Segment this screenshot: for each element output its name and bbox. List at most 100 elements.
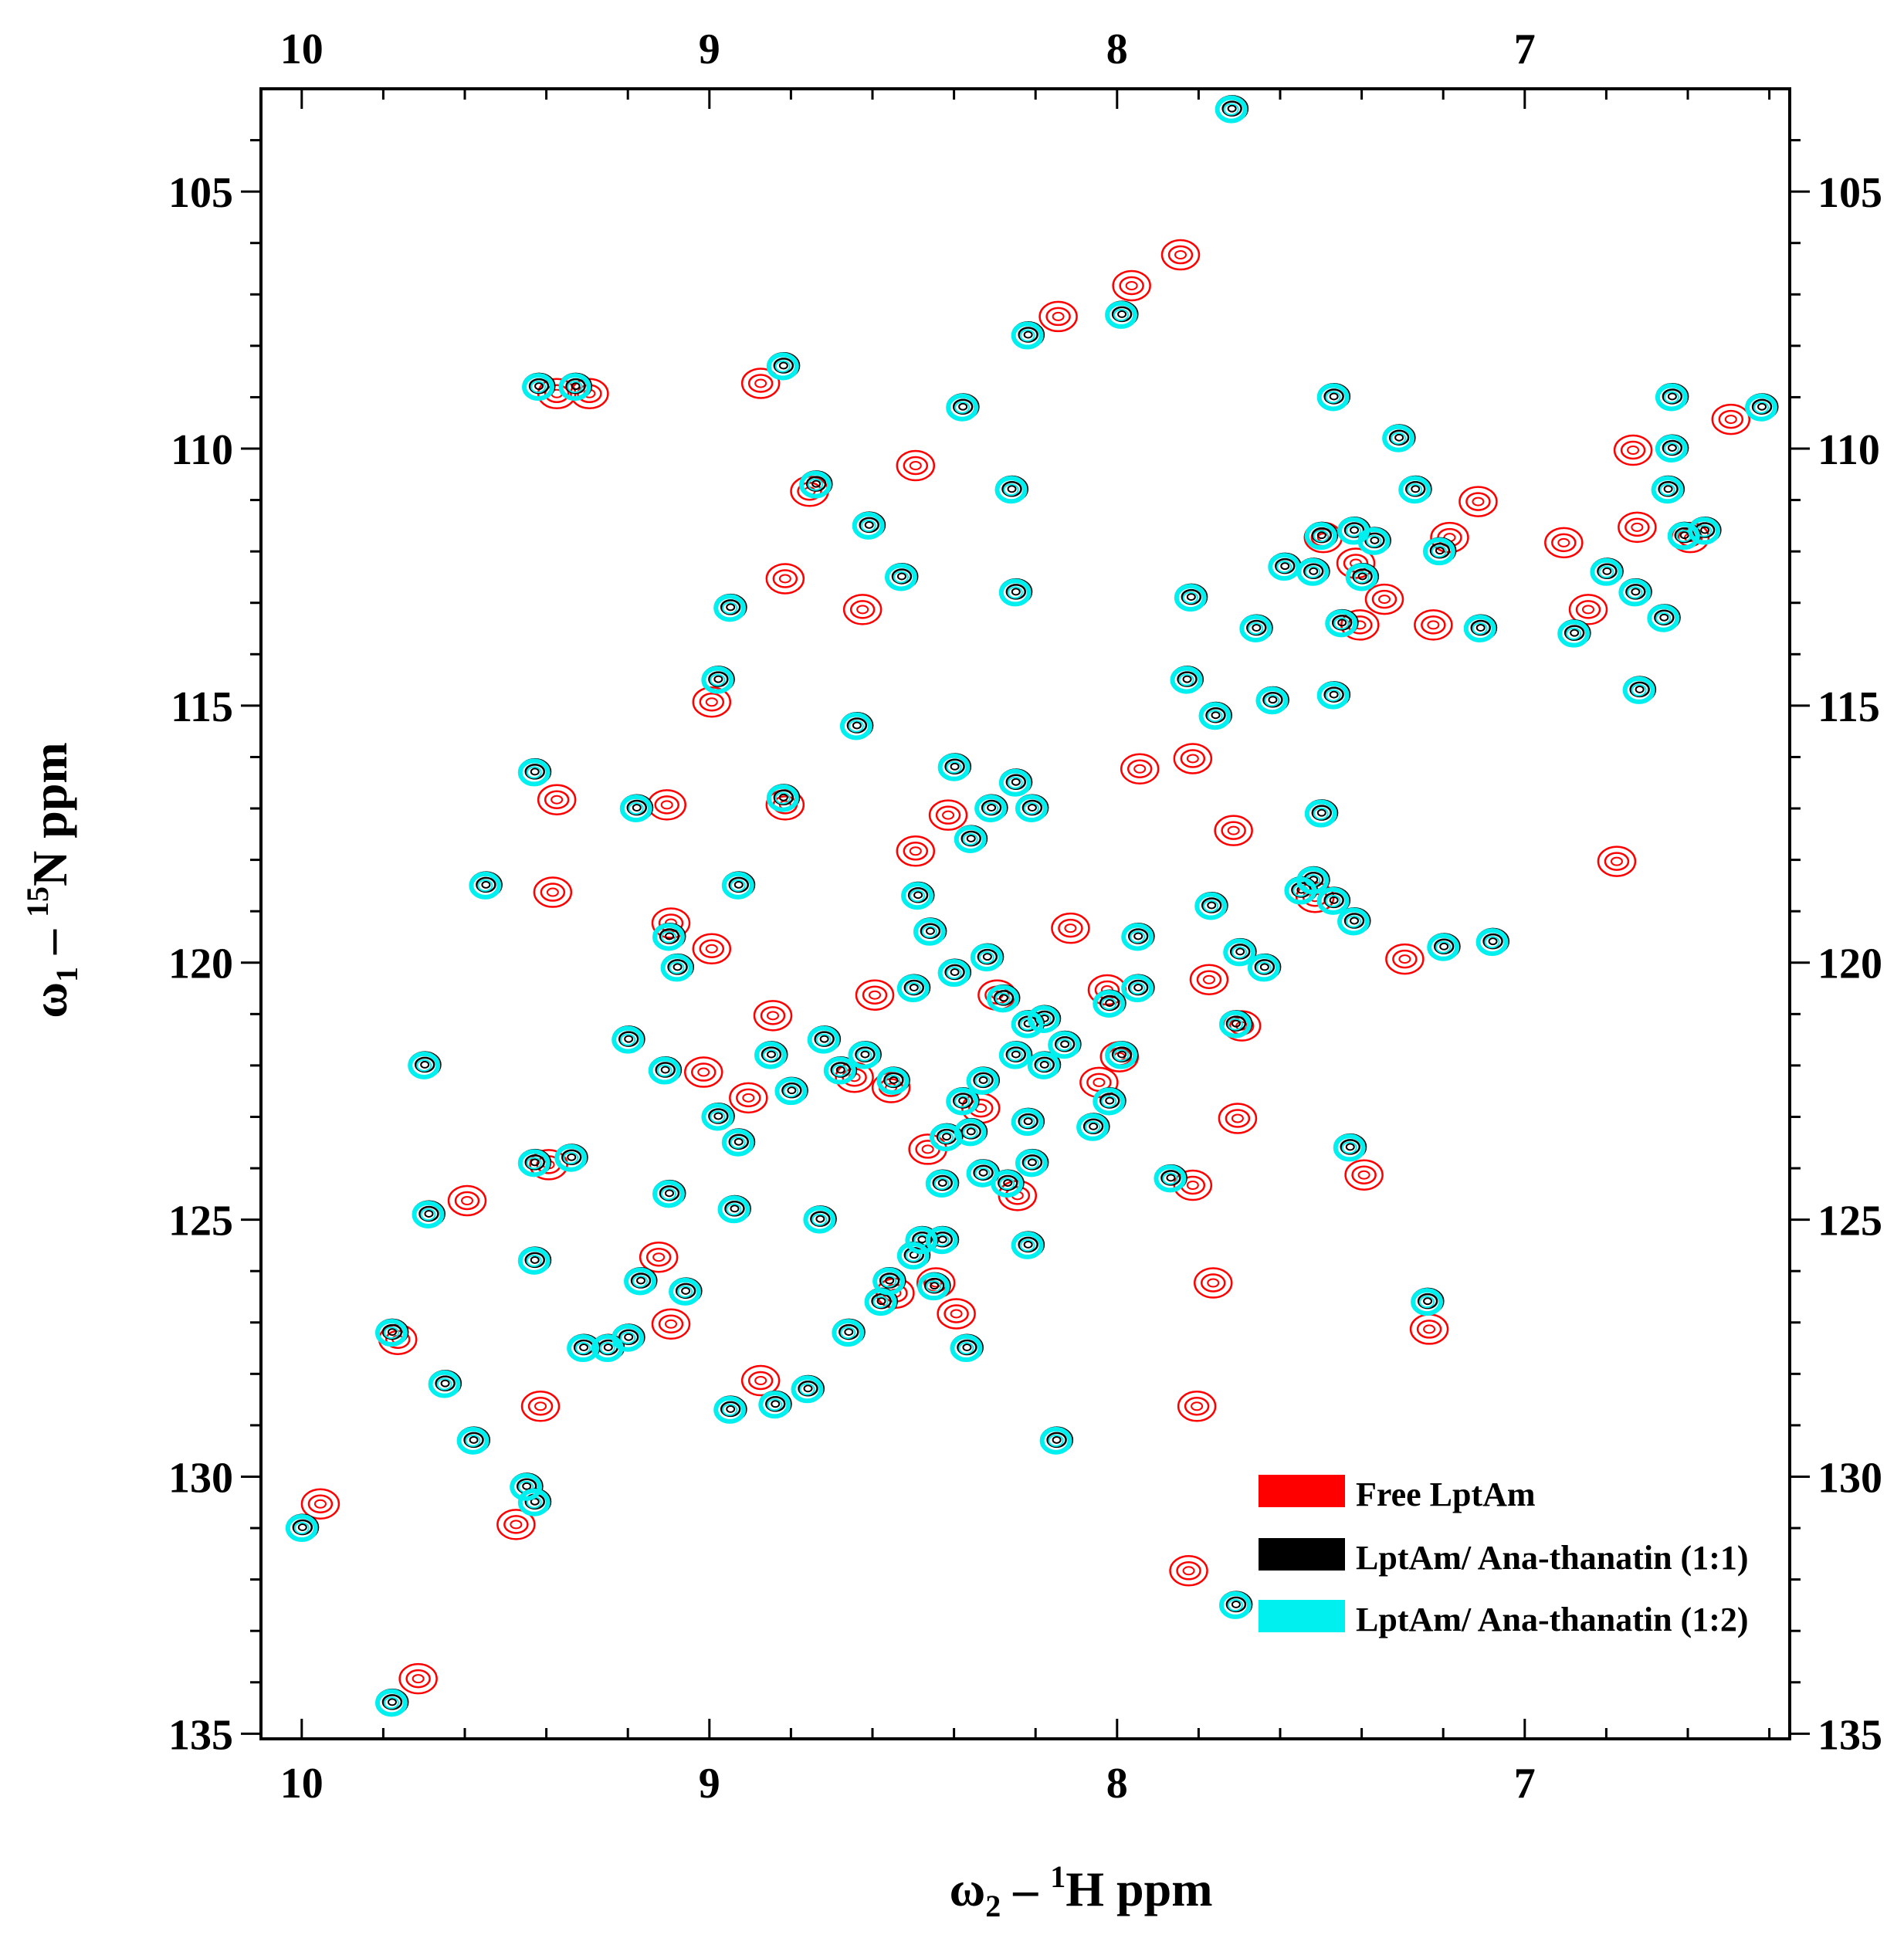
peak: [876, 1066, 910, 1095]
peak: [791, 1375, 824, 1404]
peak: [1112, 269, 1151, 302]
y-axis-title: ω1 – 15N ppm: [20, 742, 84, 1018]
peak: [998, 1041, 1032, 1069]
peak: [1223, 938, 1256, 967]
peak: [1463, 615, 1496, 643]
peak: [517, 1488, 551, 1516]
peak: [374, 1689, 408, 1717]
x-tick-label-top: 8: [1106, 25, 1128, 73]
x-tick-label-bottom: 7: [1514, 1760, 1536, 1808]
peak: [683, 1056, 723, 1088]
plot-frame: [259, 87, 1791, 1740]
x-tick-label-top: 9: [699, 25, 720, 73]
peak: [537, 784, 577, 815]
peak: [740, 368, 781, 399]
peak: [1618, 578, 1652, 607]
y-tick-label-left: 135: [168, 1711, 233, 1759]
peak: [803, 1205, 836, 1234]
peak: [855, 979, 895, 1011]
peak: [692, 933, 732, 965]
y-tick-label-left: 105: [168, 169, 233, 217]
peak: [946, 393, 979, 422]
y-tick-label-right: 135: [1818, 1711, 1882, 1759]
peak: [428, 1370, 461, 1398]
legend-label-free-lptam: Free LptAm: [1356, 1476, 1536, 1513]
peak: [1382, 424, 1415, 452]
peak: [1304, 799, 1337, 828]
peak: [1316, 383, 1350, 412]
peak: [1568, 594, 1608, 625]
peak: [766, 352, 799, 381]
y-tick-label-left: 120: [168, 940, 233, 988]
peak: [447, 1184, 487, 1217]
peak: [412, 1200, 445, 1228]
peak: [1618, 511, 1657, 544]
peak: [1398, 476, 1431, 504]
peak: [1647, 604, 1680, 632]
peak: [1255, 686, 1289, 715]
peak: [522, 373, 555, 402]
peak: [1613, 434, 1653, 466]
peak: [1160, 239, 1201, 271]
peak: [758, 1391, 791, 1419]
peak: [1154, 1164, 1187, 1193]
peak: [1316, 886, 1350, 915]
peak: [1011, 1231, 1044, 1259]
peak: [692, 686, 732, 718]
peak: [285, 1514, 318, 1543]
peak: [1337, 907, 1370, 936]
peak: [652, 923, 685, 951]
peak: [1427, 933, 1460, 961]
peak: [517, 1149, 551, 1178]
peak: [1218, 1591, 1252, 1619]
peak: [612, 1025, 645, 1054]
peak: [1218, 1010, 1252, 1039]
peak: [1544, 527, 1584, 559]
peak: [533, 876, 573, 908]
peak: [966, 1066, 999, 1095]
peak: [1655, 383, 1688, 412]
peak: [624, 1267, 657, 1296]
y-tick-label-left: 115: [171, 683, 233, 731]
peak: [1198, 702, 1232, 730]
peak: [713, 1395, 747, 1424]
peak: [398, 1662, 438, 1695]
peak: [554, 1144, 588, 1172]
peak: [1239, 615, 1272, 643]
y-tick-label-left: 110: [171, 426, 233, 474]
peak: [1411, 1288, 1444, 1316]
peak: [1051, 912, 1090, 944]
peak: [567, 1334, 600, 1363]
peak: [799, 470, 832, 499]
peak: [913, 917, 946, 946]
peak: [669, 1277, 702, 1306]
peak: [713, 594, 747, 622]
peak: [946, 1087, 979, 1116]
peak: [930, 1123, 963, 1152]
peak: [864, 1288, 897, 1316]
peak: [721, 871, 754, 900]
peak: [839, 712, 872, 740]
y-tick-label-right: 110: [1818, 426, 1880, 474]
peak: [517, 758, 551, 787]
y-tick-label-right: 115: [1818, 683, 1880, 731]
peak: [1015, 795, 1048, 823]
peak: [1174, 584, 1207, 612]
peak: [1076, 1113, 1110, 1141]
peak: [1194, 892, 1228, 920]
peak: [998, 768, 1032, 797]
peak: [660, 954, 693, 982]
peak: [765, 563, 805, 595]
peak: [721, 1128, 754, 1157]
peak: [848, 1041, 881, 1069]
peak: [954, 825, 987, 853]
peak: [842, 594, 883, 625]
peak: [928, 799, 968, 831]
peak: [970, 944, 1003, 972]
y-tick-label-right: 120: [1818, 940, 1882, 988]
peak: [517, 1246, 551, 1275]
peak: [647, 789, 686, 821]
peak: [1048, 1031, 1081, 1059]
peak: [950, 1334, 983, 1363]
peak: [1745, 393, 1778, 422]
